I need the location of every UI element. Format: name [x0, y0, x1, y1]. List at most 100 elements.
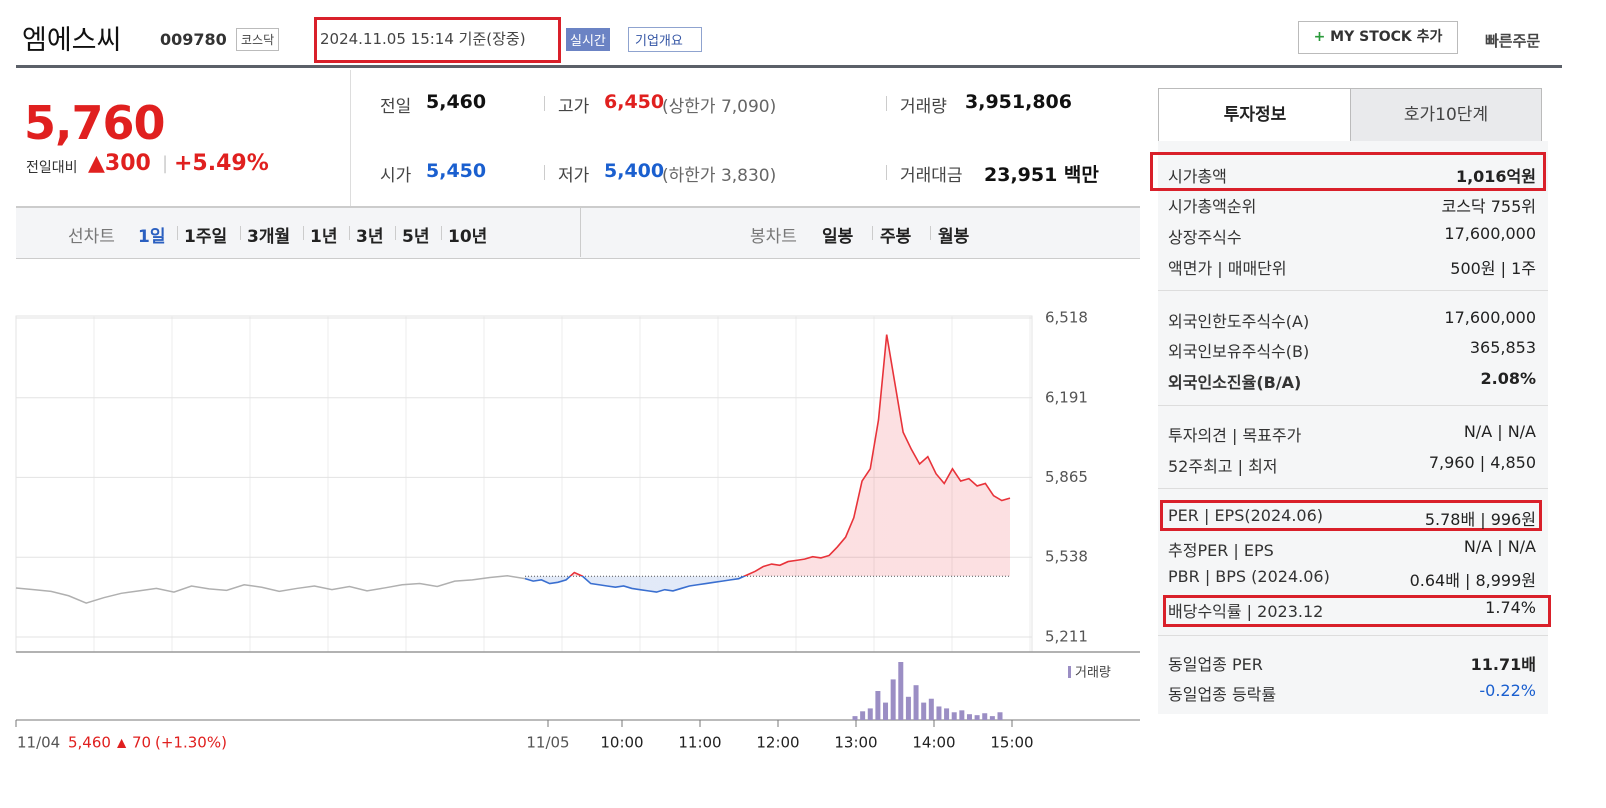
stat-label: 거래대금 — [900, 166, 963, 186]
highlight-box — [314, 17, 561, 63]
stat-value: 5,460 — [426, 91, 487, 113]
mystock-button[interactable]: + MY STOCK 추가 — [1298, 21, 1458, 54]
info-value: 500원 | 1주 — [1450, 259, 1536, 278]
stat-sep — [544, 96, 545, 111]
volume-bar — [875, 691, 881, 720]
today-line — [524, 334, 1011, 593]
tab-sep — [240, 226, 241, 240]
info-label: 동일업종 등락률 — [1168, 685, 1277, 704]
stat-extra: (상한가 7,090) — [662, 97, 777, 117]
company-button[interactable]: 기업개요 — [628, 27, 702, 52]
prev-rate: (+1.30%) — [155, 734, 227, 752]
tab-sep — [177, 226, 178, 240]
prev-close: 5,460 — [68, 734, 111, 752]
side-panel — [1158, 141, 1548, 714]
info-value: N/A | N/A — [1463, 422, 1536, 441]
tab-divider — [580, 208, 581, 257]
info-label: 외국인한도주식수(A) — [1168, 312, 1310, 331]
info-label: 배당수익률 | 2023.12 — [1168, 602, 1324, 621]
period-tab[interactable]: 3개월 — [247, 227, 291, 247]
period-tab[interactable]: 10년 — [448, 227, 488, 247]
info-value: 7,960 | 4,850 — [1428, 453, 1536, 472]
volume-bar — [913, 685, 919, 720]
prev-change: 70 — [132, 734, 151, 752]
info-label: 52주최고 | 최저 — [1168, 457, 1278, 476]
change-value: 300 — [104, 151, 151, 176]
side-divider — [1158, 488, 1548, 489]
stock-code: 009780 — [160, 30, 227, 49]
side-divider — [1158, 635, 1548, 636]
side-tab[interactable]: 호가10단계 — [1350, 88, 1542, 142]
period-tab[interactable]: 1일 — [138, 227, 166, 247]
plus-icon: + — [1313, 29, 1331, 45]
tab-sep — [303, 226, 304, 240]
info-label: 시가총액순위 — [1168, 197, 1257, 216]
info-label: 시가총액 — [1168, 167, 1227, 186]
y-tick-label: 5,865 — [1045, 468, 1088, 486]
volume-bar — [959, 710, 965, 720]
period-tab[interactable]: 월봉 — [938, 227, 970, 247]
info-row: PBR | BPS (2024.06) 0.64배 | 8,999원 — [1168, 564, 1536, 590]
period-tab[interactable]: 1주일 — [184, 227, 228, 247]
volume-bar — [997, 712, 1003, 720]
y-tick-label: 6,191 — [1045, 388, 1088, 406]
info-row: 외국인한도주식수(A) 17,600,000 — [1168, 305, 1536, 331]
info-row: 투자의견 | 목표주가 N/A | N/A — [1168, 419, 1536, 445]
info-value: 365,853 — [1469, 338, 1536, 357]
x-tick-label: 12:00 — [756, 734, 799, 752]
period-tab[interactable]: 5년 — [402, 227, 430, 247]
highlight-box — [1150, 152, 1546, 191]
prev-line — [15, 574, 526, 604]
stat-label: 거래량 — [900, 97, 947, 117]
info-row: PER | EPS(2024.06) 5.78배 | 996원 — [1168, 503, 1536, 529]
tab-sep — [395, 226, 396, 240]
period-tab[interactable]: 주봉 — [880, 227, 912, 247]
volume-bar — [936, 706, 942, 720]
volume-bar — [921, 702, 927, 720]
sep: | — [162, 153, 169, 174]
info-value: 11.71배 — [1470, 655, 1536, 674]
info-row: 시가총액 1,016억원 — [1168, 160, 1536, 186]
info-value: 1,016억원 — [1455, 167, 1536, 186]
quick-order[interactable]: 빠른주문 — [1485, 32, 1541, 50]
period-tab[interactable]: 3년 — [356, 227, 384, 247]
info-row: 상장주식수 17,600,000 — [1168, 221, 1536, 247]
summary-box — [16, 70, 1140, 207]
info-value: 0.64배 | 8,999원 — [1409, 571, 1536, 590]
price: 5,760 — [24, 96, 166, 150]
y-tick-label: 5,211 — [1045, 628, 1088, 646]
x-tick-label: 14:00 — [912, 734, 955, 752]
volume-bar — [982, 713, 988, 720]
volume-bar — [989, 716, 995, 720]
info-row: 외국인보유주식수(B) 365,853 — [1168, 335, 1536, 361]
x-tick-label: 11:00 — [678, 734, 721, 752]
stat-sep — [544, 165, 545, 180]
info-row: 추정PER | EPS N/A | N/A — [1168, 534, 1536, 560]
stat-extra: (하한가 3,830) — [662, 166, 777, 186]
info-value: -0.22% — [1479, 681, 1536, 700]
info-row: 외국인소진율(B/A) 2.08% — [1168, 366, 1536, 392]
datetime: 2024.11.05 15:14 기준(장중) — [320, 30, 526, 48]
info-row: 액면가 | 매매단위 500원 | 1주 — [1168, 252, 1536, 278]
volume-bar — [898, 662, 904, 720]
period-tab[interactable]: 1년 — [310, 227, 338, 247]
rate: +5.49% — [174, 151, 269, 176]
volume-bar — [944, 708, 950, 720]
volume-bar — [883, 702, 889, 720]
realtime-badge[interactable]: 실시간 — [566, 28, 610, 51]
side-divider — [1158, 405, 1548, 406]
stat-value: 3,951,806 — [965, 91, 1072, 113]
tab-label: 봉차트 — [750, 227, 797, 247]
x-tick-label: 15:00 — [990, 734, 1033, 752]
side-tab-active[interactable]: 투자정보 — [1158, 88, 1352, 141]
info-value: 17,600,000 — [1444, 308, 1536, 327]
y-tick-label: 5,538 — [1045, 548, 1088, 566]
tab-sep — [441, 226, 442, 240]
period-tab[interactable]: 일봉 — [822, 227, 854, 247]
stat-value: 6,450 — [604, 91, 665, 113]
info-value: 코스닥 755위 — [1441, 197, 1536, 216]
info-label: 상장주식수 — [1168, 228, 1242, 247]
info-label: PBR | BPS (2024.06) — [1168, 567, 1330, 586]
info-row: 시가총액순위 코스닥 755위 — [1168, 190, 1536, 216]
